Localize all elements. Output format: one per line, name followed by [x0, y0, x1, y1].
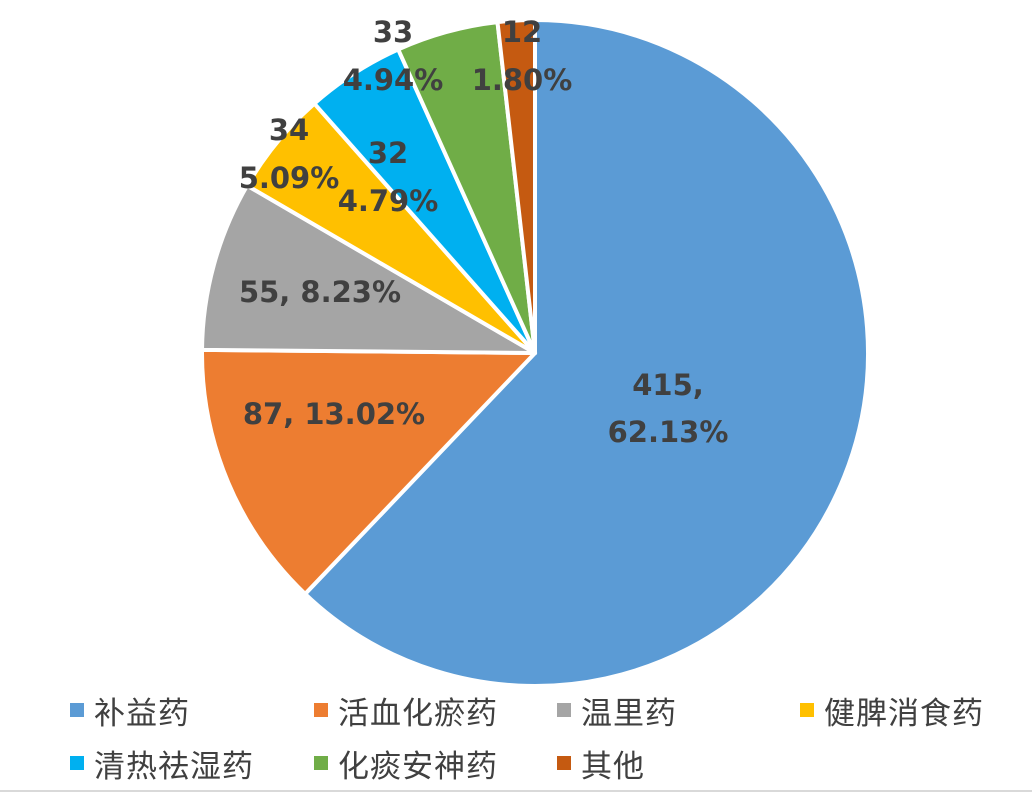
pie-chart-plot: 415, 62.13% 87, 13.02% 55, 8.23% 34 5.09%32 4.… — [200, 15, 870, 688]
pie-data-labels: 415, 62.13% 87, 13.02% 55, 8.23% 34 5.09%32 4.… — [239, 15, 729, 449]
legend-swatch — [70, 756, 84, 770]
legend-label: 清热祛湿药 — [94, 748, 254, 785]
legend-swatch — [557, 756, 571, 770]
legend: 补益药 活血化瘀药 温里药 健脾消食药 清热祛湿药 化痰安神药 其他 — [70, 688, 1030, 788]
pie-slice-温里药 — [200, 183, 537, 355]
legend-swatch — [800, 703, 814, 717]
data-label-活血化瘀药: 87, 13.02% — [243, 397, 425, 431]
legend-item-清热祛湿药: 清热祛湿药 — [70, 741, 254, 785]
legend-label: 其他 — [581, 748, 645, 785]
data-label-其他: 12 1.80% — [472, 15, 573, 97]
legend-item-其他: 其他 — [557, 741, 645, 785]
legend-swatch — [557, 703, 571, 717]
legend-label: 活血化瘀药 — [338, 695, 498, 732]
legend-swatch — [70, 703, 84, 717]
legend-item-活血化瘀药: 活血化瘀药 — [314, 688, 498, 732]
data-label-清热祛湿药: 32 4.79% — [338, 136, 439, 218]
legend-item-温里药: 温里药 — [557, 688, 677, 732]
data-label-健脾消食药: 34 5.09% — [239, 113, 340, 195]
pie-slice-其他 — [495, 18, 537, 355]
legend-label: 补益药 — [94, 695, 190, 732]
pie-slices — [200, 18, 870, 688]
legend-item-补益药: 补益药 — [70, 688, 190, 732]
data-label-温里药: 55, 8.23% — [239, 275, 401, 309]
legend-swatch — [314, 756, 328, 770]
legend-swatch — [314, 703, 328, 717]
legend-label: 温里药 — [581, 695, 677, 732]
bottom-divider — [0, 790, 1032, 792]
legend-label: 化痰安神药 — [338, 748, 498, 785]
legend-item-化痰安神药: 化痰安神药 — [314, 741, 498, 785]
pie-slice-活血化瘀药 — [200, 347, 537, 596]
pie-slice-补益药 — [303, 18, 870, 688]
legend-item-健脾消食药: 健脾消食药 — [800, 688, 984, 732]
data-label-化痰安神药: 33 4.94% — [343, 15, 444, 97]
data-label-补益药: 415, 62.13% — [608, 368, 729, 449]
legend-label: 健脾消食药 — [824, 695, 984, 732]
